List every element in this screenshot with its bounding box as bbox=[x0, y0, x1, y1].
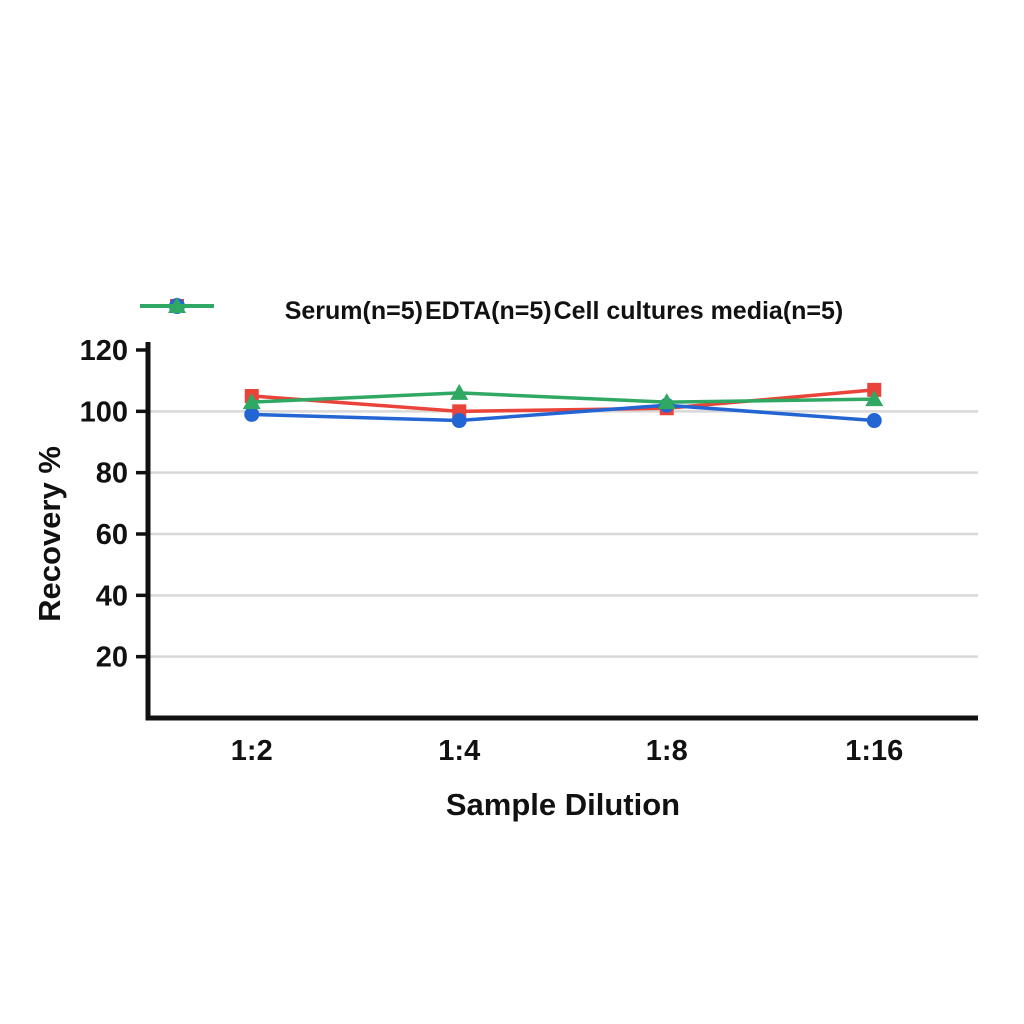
legend-label-edta: EDTA(n=5) bbox=[424, 296, 552, 325]
series-line-triangle bbox=[251, 391, 875, 404]
data-point-triangle bbox=[865, 390, 884, 407]
series-line-circle bbox=[251, 403, 875, 423]
axes bbox=[136, 342, 978, 721]
y-tick-label: 60 bbox=[96, 519, 128, 551]
data-point-square bbox=[867, 382, 882, 397]
x-tick-labels: 1:2 1:4 1:8 1:16 bbox=[231, 735, 903, 767]
legend-label-cell-media: Cell cultures media(n=5) bbox=[553, 296, 844, 325]
data-point-circle bbox=[866, 413, 882, 429]
data-point-circle bbox=[451, 413, 467, 429]
cell-media-triangle-marker-icon bbox=[140, 297, 214, 313]
x-tick-label: 1:4 bbox=[438, 735, 480, 767]
legend-label-serum: Serum(n=5) bbox=[284, 296, 423, 325]
y-tick-label: 120 bbox=[80, 335, 128, 367]
y-tick-label: 80 bbox=[96, 458, 128, 490]
data-point-triangle bbox=[657, 393, 676, 410]
y-tick-label: 40 bbox=[96, 580, 128, 612]
x-tick-label: 1:16 bbox=[845, 735, 903, 767]
legend-entry-cell-media: Cell cultures media(n=5) bbox=[140, 296, 844, 326]
y-tick-label: 100 bbox=[80, 396, 128, 428]
y-tick-labels: 20 40 60 80 100 120 bbox=[80, 335, 128, 674]
y-axis-label: Recovery % bbox=[32, 446, 67, 622]
gridlines bbox=[148, 410, 978, 658]
y-tick-label: 20 bbox=[96, 642, 128, 674]
data-point-triangle bbox=[450, 383, 469, 400]
chart-legend: Serum(n=5) EDTA(n=5) Cell cultures media… bbox=[140, 294, 988, 328]
x-tick-label: 1:2 bbox=[231, 735, 273, 767]
series-layer bbox=[242, 382, 884, 429]
data-point-triangle bbox=[242, 393, 261, 410]
x-axis-label: Sample Dilution bbox=[446, 787, 680, 822]
x-tick-label: 1:8 bbox=[646, 735, 688, 767]
data-point-circle bbox=[244, 406, 260, 422]
